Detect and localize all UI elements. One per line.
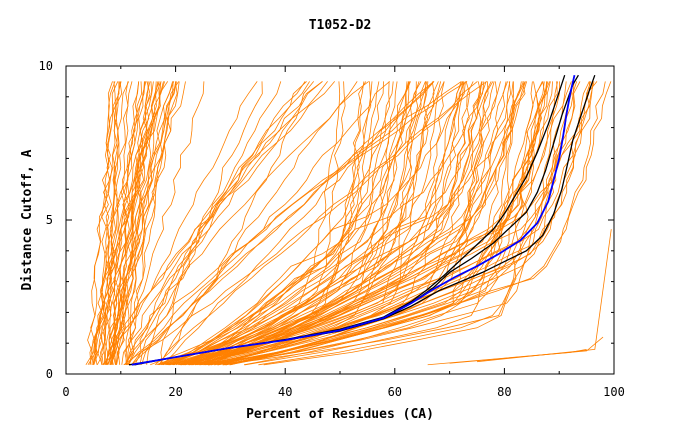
- background-model-line: [449, 336, 604, 364]
- background-model-line: [160, 81, 263, 365]
- background-model-line: [91, 81, 146, 365]
- background-model-line: [121, 81, 310, 365]
- background-model-line: [229, 81, 548, 366]
- background-model-line: [139, 81, 328, 365]
- background-model-line: [126, 81, 369, 365]
- background-model-line: [180, 81, 512, 366]
- background-model-line: [222, 81, 550, 366]
- background-model-line: [225, 81, 558, 366]
- background-model-line: [124, 81, 205, 365]
- background-model-line: [180, 81, 373, 366]
- background-model-line: [103, 81, 122, 365]
- background-model-line: [92, 81, 145, 365]
- background-model-line: [209, 81, 606, 366]
- background-series-group: [85, 81, 612, 366]
- background-model-line: [208, 81, 482, 366]
- background-model-line: [128, 81, 282, 365]
- background-model-line: [199, 81, 464, 366]
- background-model-line: [185, 81, 428, 366]
- background-model-line: [102, 81, 258, 366]
- background-model-line: [204, 81, 485, 366]
- background-model-line: [168, 81, 390, 366]
- background-model-line: [115, 81, 180, 365]
- background-model-line: [93, 81, 164, 365]
- background-model-line: [184, 81, 410, 366]
- background-model-line: [97, 81, 113, 365]
- background-model-line: [160, 81, 346, 366]
- background-model-line: [112, 81, 140, 365]
- background-model-line: [206, 81, 471, 366]
- background-model-line: [165, 81, 466, 366]
- background-model-line: [180, 81, 525, 366]
- background-model-line: [107, 81, 186, 365]
- background-model-line: [206, 81, 528, 366]
- background-model-line: [173, 81, 384, 366]
- background-model-line: [117, 81, 161, 365]
- background-model-line: [476, 229, 612, 363]
- background-model-line: [150, 81, 365, 366]
- y-tick-label: 5: [46, 213, 53, 227]
- background-model-line: [100, 81, 160, 365]
- background-model-line: [105, 81, 174, 365]
- background-model-line: [109, 81, 169, 365]
- x-axis-label: Percent of Residues (CA): [246, 407, 434, 422]
- background-model-line: [180, 81, 553, 366]
- background-model-line: [162, 81, 435, 366]
- x-tick-label: 0: [62, 385, 69, 399]
- background-model-line: [167, 81, 442, 366]
- background-model-line: [100, 81, 120, 365]
- background-model-line: [180, 81, 462, 366]
- background-model-line: [92, 81, 130, 365]
- y-tick-label: 10: [39, 59, 53, 73]
- highlight-series-line-3: [131, 74, 576, 366]
- y-tick-label: 0: [46, 367, 53, 381]
- background-model-line: [165, 81, 417, 366]
- background-model-line: [125, 81, 178, 365]
- highlight-series-group: [128, 74, 596, 366]
- x-tick-label: 40: [278, 385, 292, 399]
- background-model-line: [87, 81, 116, 365]
- background-model-line: [217, 81, 578, 366]
- background-model-line: [169, 81, 367, 366]
- background-model-line: [178, 81, 410, 366]
- background-model-line: [191, 81, 495, 366]
- axis-ticks: 0 20 40 60 80 100 0 5 10: [39, 59, 625, 399]
- background-model-line: [427, 348, 587, 366]
- background-model-line: [196, 81, 526, 366]
- background-model-line: [168, 81, 372, 366]
- background-model-line: [208, 81, 537, 366]
- background-model-line: [180, 81, 411, 366]
- background-model-line: [111, 81, 133, 365]
- background-model-line: [159, 81, 492, 366]
- background-model-line: [185, 81, 522, 366]
- background-model-line: [102, 81, 336, 366]
- chart-title: T1052-D2: [309, 18, 372, 33]
- x-tick-label: 100: [603, 385, 625, 399]
- background-model-line: [110, 81, 323, 365]
- background-model-line: [205, 81, 429, 366]
- background-model-line: [123, 81, 488, 366]
- background-model-line: [167, 81, 445, 366]
- background-model-line: [159, 81, 315, 365]
- background-model-line: [141, 81, 462, 365]
- background-model-line: [124, 81, 323, 366]
- x-tick-label: 60: [388, 385, 402, 399]
- background-model-line: [258, 81, 581, 366]
- x-tick-label: 20: [168, 385, 182, 399]
- background-model-line: [184, 81, 590, 366]
- background-model-line: [173, 81, 341, 366]
- background-model-line: [191, 81, 408, 366]
- background-model-line: [115, 81, 149, 365]
- background-model-line: [125, 81, 468, 365]
- x-tick-label: 80: [497, 385, 511, 399]
- background-model-line: [126, 81, 434, 366]
- y-axis-label: Distance Cutoff, A: [20, 149, 35, 290]
